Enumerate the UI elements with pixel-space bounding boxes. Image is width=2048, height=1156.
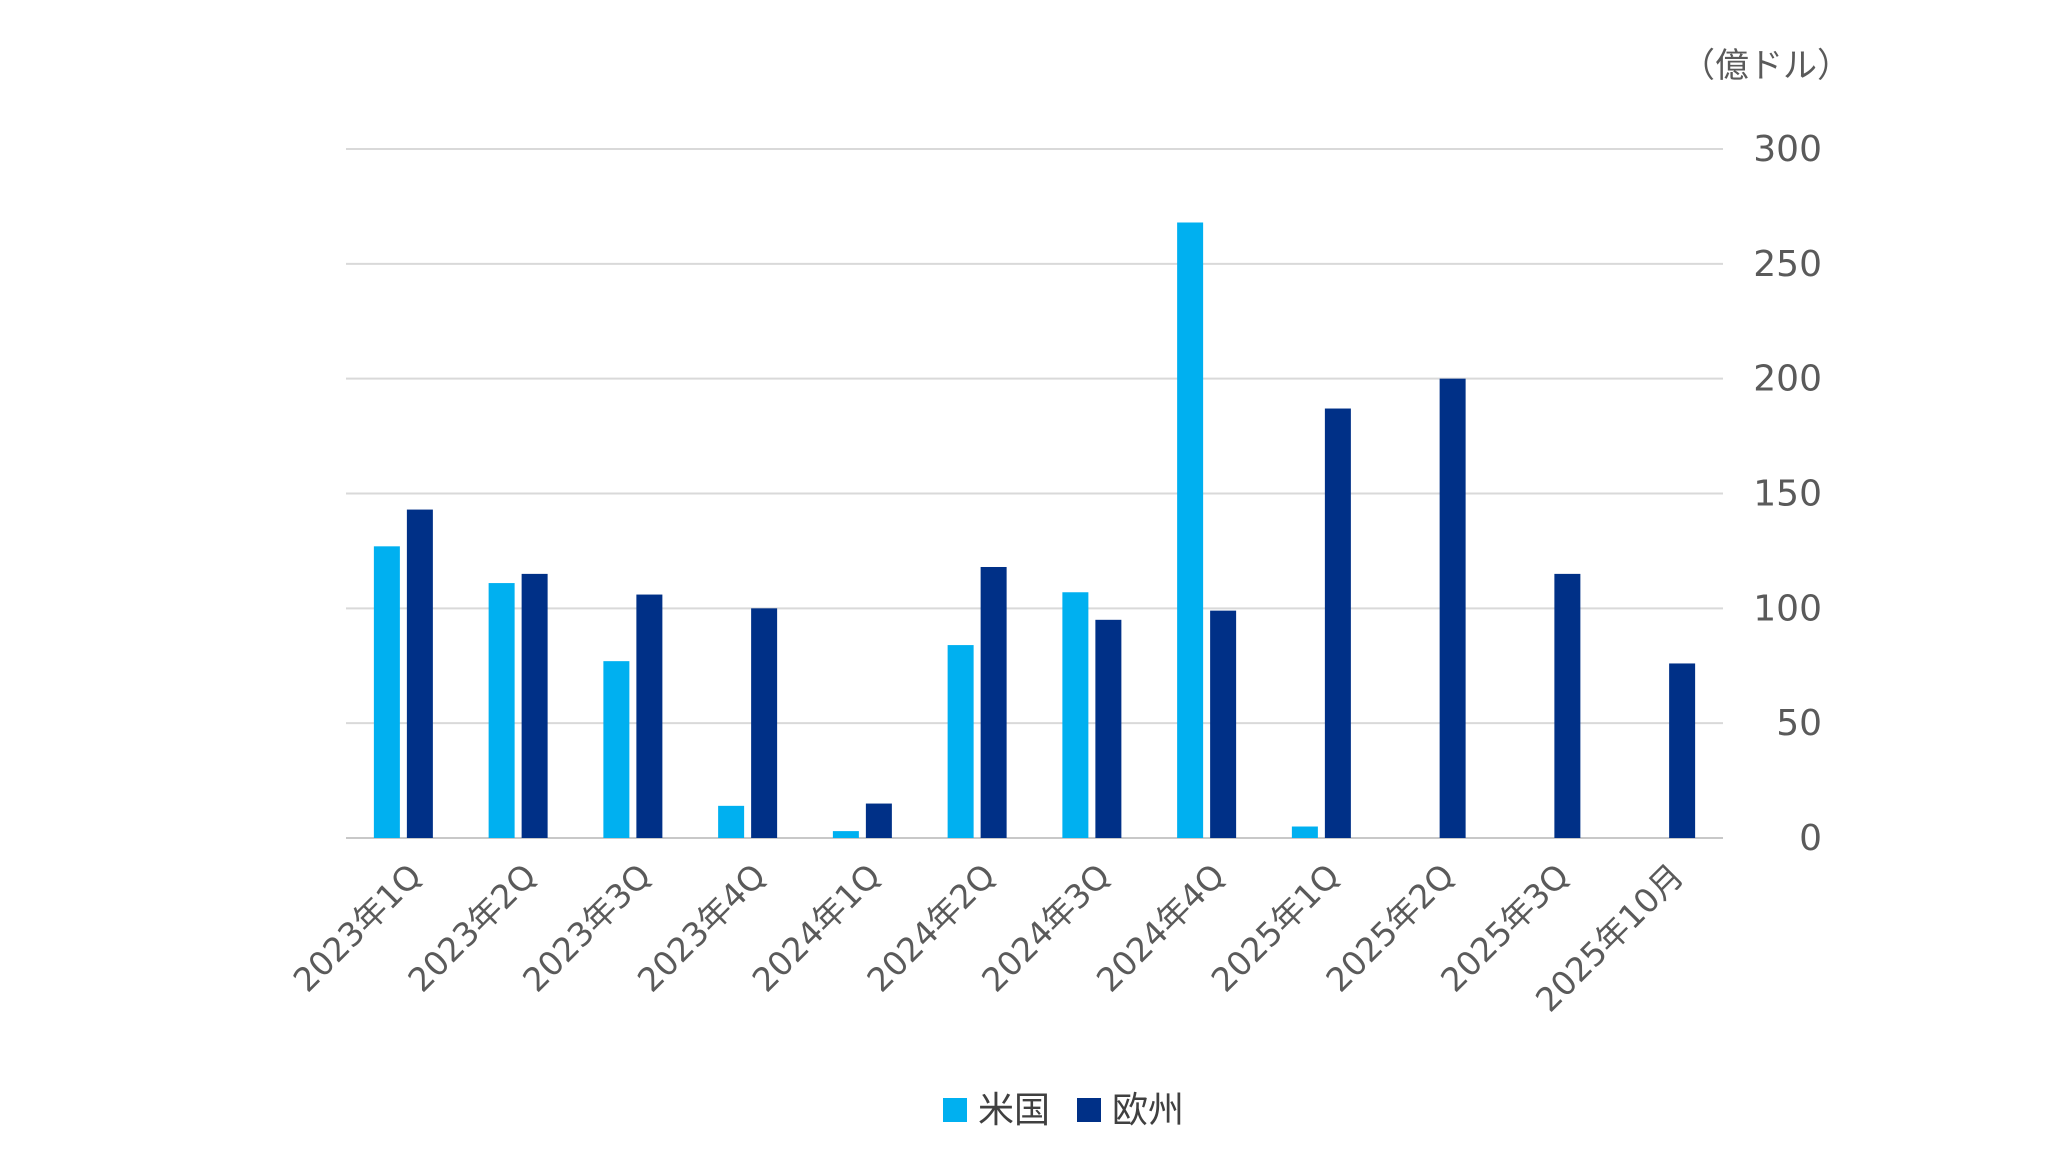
bar-europe: [1324, 408, 1351, 838]
y-tick-label: 0: [1799, 818, 1822, 859]
bar-us: [1177, 222, 1204, 838]
y-axis-unit-label: （億ドル）: [1681, 46, 1851, 86]
bar-us: [488, 583, 515, 838]
bar-us: [1291, 826, 1318, 838]
y-tick-label: 100: [1753, 588, 1822, 629]
legend: 米国 欧州: [943, 1090, 1184, 1131]
x-axis-ticks: 2023年1Q2023年2Q2023年3Q2023年4Q2024年1Q2024年…: [286, 856, 1692, 1019]
bar-us: [1062, 592, 1089, 838]
bar-europe: [865, 803, 892, 838]
y-tick-label: 250: [1753, 244, 1822, 285]
legend-swatch: [943, 1098, 967, 1122]
bar-europe: [1095, 619, 1122, 838]
bar-europe: [406, 509, 433, 838]
bar-europe: [980, 566, 1007, 838]
legend-swatch: [1077, 1098, 1101, 1122]
legend-item-europe: 欧州: [1077, 1090, 1184, 1131]
bar-europe: [1554, 573, 1581, 838]
bar-europe: [751, 608, 778, 838]
legend-label: 欧州: [1112, 1090, 1184, 1131]
legend-label: 米国: [978, 1090, 1050, 1131]
bar-europe: [1210, 610, 1237, 838]
bar-us: [832, 831, 859, 838]
y-tick-label: 200: [1753, 359, 1822, 400]
y-tick-label: 150: [1753, 474, 1822, 515]
bar-europe: [636, 594, 663, 838]
bar-europe: [1669, 663, 1696, 838]
y-tick-label: 300: [1753, 129, 1822, 170]
bar-us: [947, 645, 974, 838]
y-axis-ticks: 0 50 100 150 200 250 300: [1753, 129, 1822, 859]
legend-item-us: 米国: [943, 1090, 1050, 1131]
bar-europe: [521, 573, 548, 838]
bar-us: [373, 546, 400, 838]
bars: [373, 222, 1696, 838]
bar-europe: [1439, 378, 1466, 838]
gridlines: [346, 148, 1723, 839]
bar-us: [718, 805, 745, 838]
bar-us: [603, 661, 630, 838]
y-tick-label: 50: [1776, 703, 1822, 744]
